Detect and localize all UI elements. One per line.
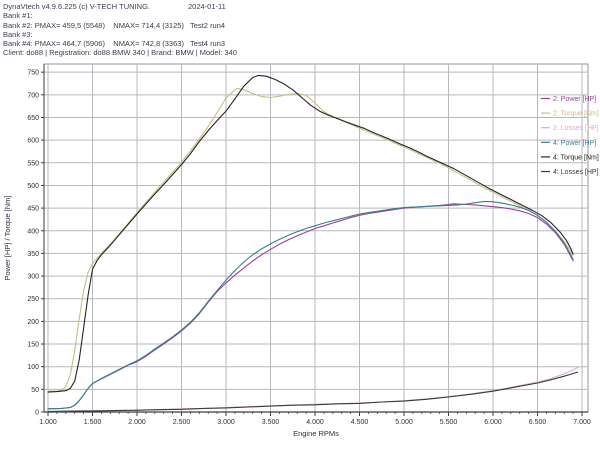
series-2-power-hp-: [47, 203, 574, 410]
bank-3-line: Bank #3:: [3, 29, 33, 39]
bank-1-line: Bank #1:: [3, 11, 33, 21]
y-tick-label: 100: [27, 364, 39, 371]
x-tick-label: 1.500: [84, 419, 102, 426]
x-tick-label: 3.000: [217, 419, 235, 426]
x-tick-label: 4.000: [306, 419, 324, 426]
x-axis-title: Engine RPMs: [293, 429, 339, 438]
legend-label-3: 2: Losses [HP]: [553, 125, 599, 132]
y-tick-label: 650: [27, 115, 39, 122]
report-date: 2024-01-11: [188, 2, 226, 11]
legend-label-2: 2: Torque [Nm]: [553, 111, 599, 118]
x-tick-label: 4.500: [351, 419, 369, 426]
x-tick-label: 3.500: [262, 419, 280, 426]
y-tick-label: 50: [31, 387, 39, 394]
y-tick-label: 600: [27, 138, 39, 145]
bank-4-line: Bank #4: PMAX= 464,7 (5906) NMAX= 742,8 …: [3, 39, 226, 49]
x-tick-label: 2.500: [173, 419, 191, 426]
plot-border: [43, 63, 589, 413]
y-tick-label: 200: [27, 319, 39, 326]
app-title: DynaVtech v4.9.6.225 (c) V-TECH TUNING.: [3, 2, 150, 11]
bank-2-line: Bank #2: PMAX= 459,5 (5548) NMAX= 714,4 …: [3, 20, 226, 30]
x-tick-label: 5.000: [395, 419, 413, 426]
y-tick-label: 150: [27, 342, 39, 349]
y-tick-label: 550: [27, 160, 39, 167]
x-tick-label: 7.000: [573, 419, 591, 426]
y-tick-label: 450: [27, 206, 39, 213]
y-tick-label: 500: [27, 183, 39, 190]
y-tick-label: 750: [27, 70, 39, 77]
y-tick-label: 0: [35, 410, 39, 417]
y-tick-label: 350: [27, 251, 39, 258]
app-title-line: DynaVtech v4.9.6.225 (c) V-TECH TUNING. 2…: [3, 2, 597, 11]
legend-label-1: 2: Power [HP]: [553, 96, 596, 103]
x-tick-label: 6.000: [484, 419, 502, 426]
legend-label-5: 4: Torque [Nm]: [553, 154, 599, 161]
series-2-torque-nm-: [47, 87, 573, 392]
series-4-power-hp-: [47, 200, 574, 410]
x-tick-label: 5.500: [440, 419, 458, 426]
x-tick-label: 6.500: [529, 419, 547, 426]
series-4-torque-nm-: [47, 74, 574, 393]
series-4-losses-hp-: [47, 371, 579, 413]
y-tick-label: 300: [27, 274, 39, 281]
y-tick-label: 700: [27, 92, 39, 99]
x-tick-label: 2.000: [128, 419, 146, 426]
x-tick-label: 1.000: [39, 419, 57, 426]
report-header: DynaVtech v4.9.6.225 (c) V-TECH TUNING. 2…: [3, 2, 597, 58]
y-axis-title: Power [HP] / Torque [Nm]: [3, 196, 12, 281]
legend-label-6: 4: Losses [HP]: [553, 169, 599, 176]
legend-label-4: 4: Power [HP]: [553, 140, 596, 147]
y-tick-label: 250: [27, 296, 39, 303]
client-line: Client: do88 | Registration: do88 BMW 34…: [3, 48, 237, 58]
y-tick-label: 400: [27, 228, 39, 235]
